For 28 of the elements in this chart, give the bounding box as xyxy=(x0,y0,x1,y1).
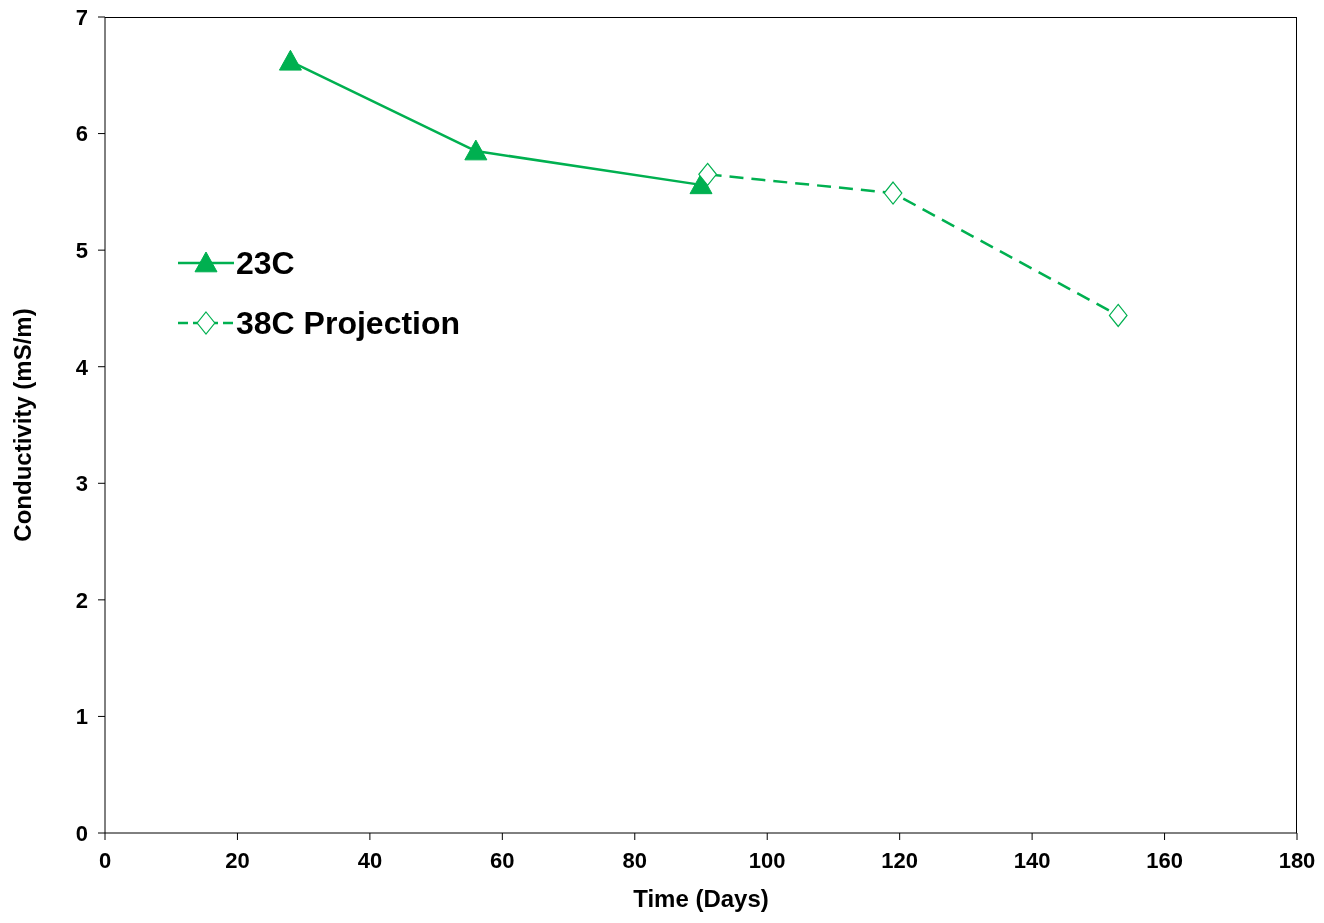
y-tick-label: 1 xyxy=(75,704,88,730)
y-tick-label: 2 xyxy=(75,587,88,613)
point xyxy=(464,139,488,161)
x-tick-label: 140 xyxy=(1013,847,1051,873)
x-tick-label: 80 xyxy=(622,847,648,873)
y-tick-label: 3 xyxy=(75,471,88,497)
x-tick-label: 160 xyxy=(1146,847,1183,873)
x-tick-label: 40 xyxy=(357,847,383,873)
x-tick-label: 120 xyxy=(881,847,919,873)
point xyxy=(278,49,302,71)
point xyxy=(1108,303,1128,328)
x-tick-label: 180 xyxy=(1278,847,1316,873)
y-tick-label: 5 xyxy=(75,237,88,263)
y-tick-label: 7 xyxy=(75,4,88,30)
y-tick-label: 0 xyxy=(75,820,88,846)
x-tick-label: 60 xyxy=(490,847,515,873)
x-tick-label: 20 xyxy=(225,847,250,873)
x-tick-label: 0 xyxy=(98,847,112,873)
point xyxy=(698,162,718,186)
point xyxy=(689,173,713,195)
y-tick-label: 6 xyxy=(75,121,88,147)
legend-label: 23C xyxy=(236,244,295,282)
legend-label: 38C Projection xyxy=(236,304,461,342)
x-axis-title: Time (Days) xyxy=(633,885,769,912)
y-axis-title: Conductivity (mS/m) xyxy=(9,308,37,542)
x-tick-label: 100 xyxy=(748,847,786,873)
point xyxy=(883,181,903,205)
y-tick-label: 4 xyxy=(75,354,89,380)
